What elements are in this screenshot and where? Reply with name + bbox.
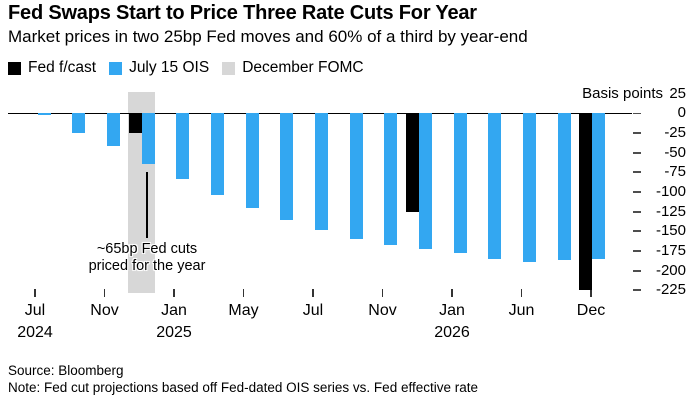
x-axis-year-label: 2026 [434,324,470,341]
x-axis-month-label: Nov [368,302,397,319]
x-axis-month-label: Jan [161,302,187,319]
x-axis-tick [103,289,106,297]
annotation-text: ~65bp Fed cuts priced for the year [89,241,206,275]
y-axis-tick-dash [633,210,641,213]
ois-bar [211,113,225,196]
chart-legend: Fed f/cast July 15 OIS December FOMC [8,59,364,77]
x-axis-month-label: Jul [302,302,324,319]
y-axis-label: -100 [655,182,686,200]
y-axis-tick-dash [633,269,641,272]
x-axis-year-label: 2024 [17,324,53,341]
y-axis-tick-dash [633,151,641,154]
x-axis-month-label: Jun [508,302,535,319]
ois-bar [107,113,121,147]
chart-title: Fed Swaps Start to Price Three Rate Cuts… [8,2,477,24]
legend-item-july15-ois: July 15 OIS [109,59,209,77]
x-axis-month-label: May [228,302,259,319]
y-axis-label: -200 [655,261,686,279]
chart-subtitle: Market prices in two 25bp Fed moves and … [8,27,528,46]
legend-item-fed-forecast: Fed f/cast [8,59,96,77]
y-axis-tick-dash [633,289,641,292]
legend-item-december-fomc: December FOMC [222,59,364,77]
source-text: Source: Bloomberg [8,363,124,378]
annotation-line2: priced for the year [88,258,206,274]
y-axis-tick-dash [633,250,641,252]
legend-label: July 15 OIS [129,59,210,76]
y-axis-label: -125 [655,202,686,220]
ois-bar [557,113,571,261]
y-axis-label: -75 [664,163,686,181]
ois-bar [522,113,536,262]
annotation-line1: ~65bp Fed cuts [96,241,198,257]
ois-bar [72,113,86,133]
ois-bar [349,113,363,240]
x-axis-tick [381,289,384,297]
x-axis-month-label: Jul [24,302,46,319]
ois-swatch-icon [109,61,123,75]
x-axis-month-label: Dec [576,302,606,319]
y-axis-label: -175 [655,241,686,259]
ois-bar [176,113,190,180]
december-fomc-swatch-icon [222,61,236,75]
y-axis-label: 0 [677,104,686,122]
y-axis-tick-dash [633,191,641,193]
ois-bar [245,113,259,209]
ois-bar [384,113,398,246]
x-axis-month-label: Jan [439,302,465,319]
ois-bar [280,113,294,221]
ois-bar [315,113,328,230]
ois-bar [592,113,606,259]
y-axis-label: 25 [669,84,686,102]
x-axis-tick [173,289,175,297]
y-axis-tick-dash [633,171,641,174]
y-axis-label: -150 [655,222,686,240]
x-axis-tick [312,289,314,297]
fed-forecast-swatch-icon [8,61,21,75]
ois-bar [453,113,467,254]
y-axis-unit-label: Basis points [582,85,663,102]
fed-forecast-bar [579,113,593,291]
x-axis-tick [451,289,453,297]
y-axis-tick-dash [633,230,641,233]
x-axis-year-label: 2025 [156,324,192,341]
x-axis-tick [590,289,592,297]
y-axis-label: -50 [664,143,686,161]
note-text: Note: Fed cut projections based off Fed-… [8,380,478,395]
ois-bar [37,113,51,116]
x-axis-tick [520,289,523,297]
y-axis-label: -225 [655,281,686,299]
y-axis-tick-dash [633,112,641,115]
x-axis-tick [34,289,36,297]
ois-bar [418,113,432,250]
legend-label: Fed f/cast [28,59,97,76]
y-axis-label: -25 [664,123,686,141]
legend-label: December FOMC [242,59,364,76]
ois-bar [488,113,502,259]
ois-bar [141,113,155,164]
fed-forecast-bar [405,113,419,212]
x-axis-tick [242,289,245,297]
fed-forecast-bar [128,113,142,133]
x-axis-month-label: Nov [90,302,119,319]
annotation-leader-line [146,172,148,238]
y-axis-tick-dash [633,132,641,134]
